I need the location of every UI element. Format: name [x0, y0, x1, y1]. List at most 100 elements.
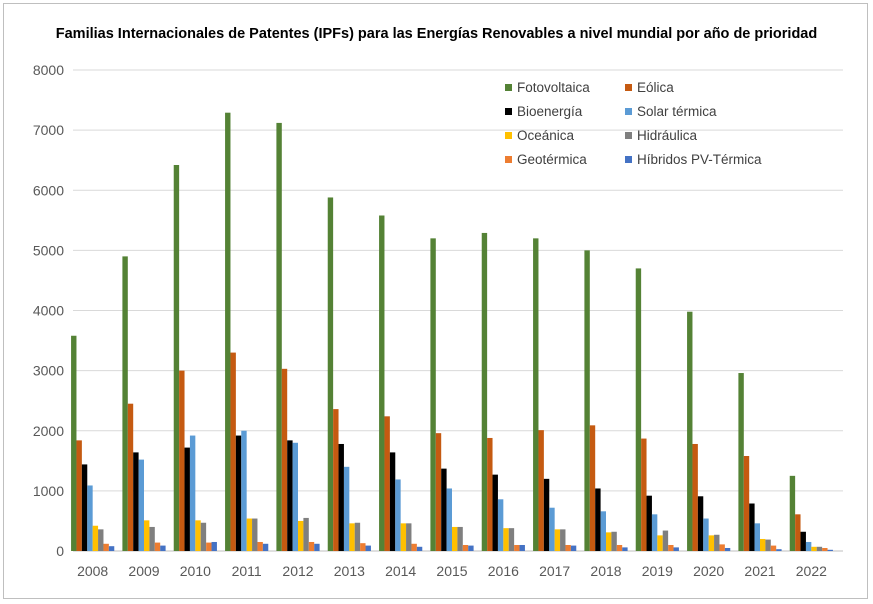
x-tick-label: 2010 [180, 563, 211, 579]
legend-label: Hidráulica [637, 128, 698, 143]
bar [492, 474, 498, 551]
bar [184, 447, 190, 551]
bar [365, 545, 371, 551]
bar [416, 546, 423, 551]
bar [549, 507, 555, 551]
legend-swatch [505, 84, 512, 91]
bar [411, 543, 417, 551]
y-tick-label: 7000 [33, 122, 64, 138]
bar [92, 525, 99, 551]
bar [343, 466, 350, 551]
bar [133, 452, 139, 551]
x-tick-label: 2014 [385, 563, 416, 579]
bar [400, 523, 407, 551]
bar [554, 529, 561, 551]
bar [441, 468, 447, 551]
bar [616, 544, 623, 551]
y-axis-ticks: 0 1000 2000 3000 4000 5000 6000 7000 8000 [33, 62, 64, 559]
y-tick-label: 6000 [33, 182, 64, 198]
y-tick-label: 4000 [33, 303, 64, 319]
bar [71, 335, 77, 551]
x-tick-label: 2012 [282, 563, 313, 579]
bar [606, 532, 612, 551]
legend-label: Fotovoltaica [517, 80, 590, 95]
bar [257, 541, 263, 551]
bar [452, 526, 458, 551]
bar [497, 499, 504, 551]
legend-label: Oceánica [517, 128, 575, 143]
bar [173, 164, 180, 551]
bar [354, 522, 361, 551]
bar [635, 268, 642, 551]
bar [514, 544, 520, 551]
bar [160, 545, 166, 551]
bar [668, 544, 674, 551]
bar [195, 520, 201, 551]
bar [595, 488, 601, 551]
bar [697, 496, 704, 551]
x-tick-label: 2011 [232, 563, 262, 579]
bar [708, 535, 715, 551]
legend-swatch [625, 132, 632, 139]
bar [406, 523, 412, 551]
bar [430, 238, 436, 551]
bar [144, 520, 150, 551]
bar [811, 546, 817, 551]
x-tick-label: 2009 [128, 563, 159, 579]
bar [589, 425, 596, 551]
bar [776, 549, 782, 551]
bar [760, 538, 766, 551]
bar [754, 523, 760, 551]
bar [646, 495, 652, 551]
bar [468, 545, 474, 551]
legend-swatch [625, 156, 632, 163]
bar [816, 546, 823, 551]
bar [87, 485, 93, 551]
bar [508, 528, 515, 551]
x-tick-label: 2021 [744, 563, 775, 579]
bar [230, 352, 236, 551]
bar [262, 543, 269, 551]
bar [457, 526, 463, 551]
bar [435, 433, 442, 551]
bar [389, 452, 396, 551]
bar [281, 368, 288, 551]
bar [560, 529, 566, 551]
legend-label: Geotérmica [517, 152, 587, 167]
y-tick-label: 2000 [33, 423, 64, 439]
bar [565, 544, 571, 551]
bar [533, 238, 539, 551]
bar [538, 430, 544, 551]
bar [246, 518, 253, 551]
bar [138, 459, 144, 551]
y-tick-label: 1000 [33, 483, 64, 499]
bar [543, 478, 550, 551]
bar [308, 541, 315, 551]
bar [446, 488, 452, 551]
bar [657, 535, 663, 551]
bar [349, 523, 355, 551]
bar [276, 122, 282, 551]
bar [584, 250, 590, 551]
bar [641, 438, 647, 551]
bar [719, 544, 725, 551]
bar [743, 456, 750, 551]
bar [211, 541, 217, 551]
bar [800, 531, 806, 551]
bar [519, 544, 525, 551]
bar [662, 530, 669, 551]
x-tick-label: 2015 [436, 563, 467, 579]
bar [714, 534, 720, 551]
bar [241, 430, 247, 551]
bar [503, 528, 509, 551]
y-tick-label: 0 [56, 543, 64, 559]
bar [127, 403, 134, 551]
bar [738, 373, 744, 551]
bar [314, 543, 320, 551]
y-tick-label: 3000 [33, 363, 64, 379]
bar [673, 547, 679, 551]
bar [805, 541, 812, 551]
legend-label: Híbridos PV-Térmica [637, 152, 762, 167]
legend-swatch [625, 108, 632, 115]
